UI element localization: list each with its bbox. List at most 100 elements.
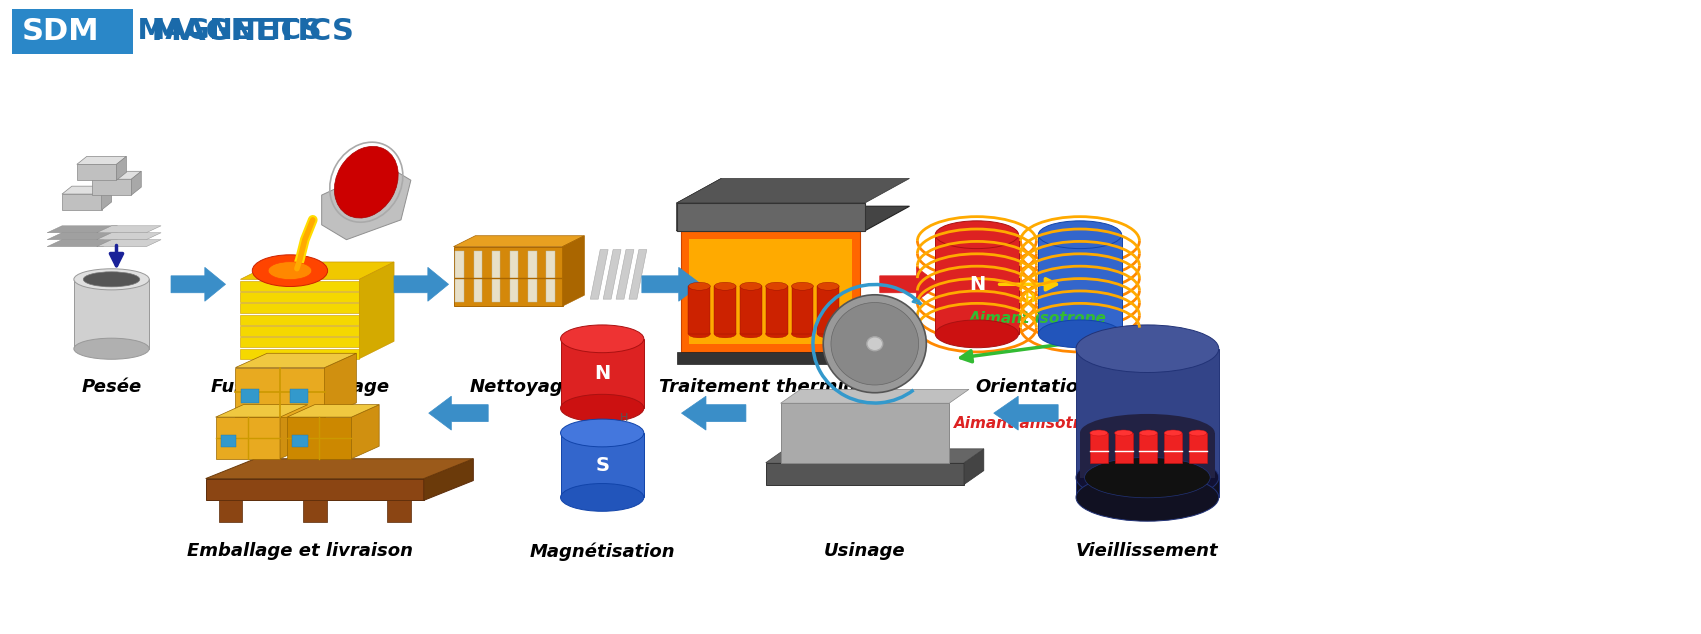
Polygon shape bbox=[561, 339, 643, 408]
Ellipse shape bbox=[1085, 457, 1209, 498]
Polygon shape bbox=[424, 459, 473, 500]
Bar bbox=[791, 287, 813, 334]
Text: Aimant isotrope: Aimant isotrope bbox=[970, 311, 1107, 326]
Polygon shape bbox=[216, 404, 308, 417]
Polygon shape bbox=[1080, 433, 1215, 477]
Ellipse shape bbox=[868, 337, 883, 351]
Ellipse shape bbox=[714, 330, 737, 338]
Ellipse shape bbox=[791, 330, 813, 338]
Polygon shape bbox=[216, 417, 281, 459]
FancyArrow shape bbox=[641, 268, 701, 301]
Ellipse shape bbox=[689, 282, 711, 290]
Bar bbox=[546, 250, 555, 302]
Polygon shape bbox=[97, 226, 162, 233]
Text: SDM: SDM bbox=[19, 16, 90, 44]
Text: SDM: SDM bbox=[22, 17, 99, 46]
Bar bbox=[765, 287, 788, 334]
Bar bbox=[12, 9, 133, 55]
Text: Magnétisation: Magnétisation bbox=[529, 542, 675, 560]
FancyArrow shape bbox=[879, 268, 939, 301]
Bar bbox=[714, 287, 737, 334]
Bar bbox=[1090, 433, 1107, 463]
Polygon shape bbox=[92, 171, 141, 179]
Bar bbox=[1114, 433, 1133, 463]
Polygon shape bbox=[677, 179, 910, 203]
Bar bbox=[689, 287, 711, 334]
Text: Nettoyage: Nettoyage bbox=[469, 378, 577, 396]
Text: Fusion et coulage: Fusion et coulage bbox=[211, 378, 390, 396]
Ellipse shape bbox=[1077, 325, 1218, 373]
Text: Vieillissement: Vieillissement bbox=[1077, 542, 1218, 560]
Polygon shape bbox=[781, 403, 949, 463]
Text: H: H bbox=[1026, 292, 1036, 305]
Polygon shape bbox=[321, 165, 412, 240]
Text: N: N bbox=[594, 364, 611, 383]
Polygon shape bbox=[206, 459, 473, 479]
Polygon shape bbox=[677, 203, 864, 231]
Polygon shape bbox=[48, 233, 117, 240]
Text: Traitement thermique: Traitement thermique bbox=[660, 378, 881, 396]
Bar bbox=[289, 389, 308, 403]
Polygon shape bbox=[92, 179, 131, 195]
Text: MAGNETICS: MAGNETICS bbox=[141, 17, 354, 46]
Polygon shape bbox=[287, 404, 379, 417]
Text: MAGNETICS: MAGNETICS bbox=[128, 16, 321, 44]
Bar bbox=[1140, 433, 1157, 463]
Ellipse shape bbox=[561, 394, 643, 422]
Polygon shape bbox=[563, 236, 585, 306]
Ellipse shape bbox=[1038, 320, 1121, 347]
Polygon shape bbox=[590, 250, 609, 299]
FancyArrow shape bbox=[682, 396, 747, 430]
Ellipse shape bbox=[765, 282, 788, 290]
Bar bbox=[587, 405, 617, 425]
Text: Aimant anisotrope: Aimant anisotrope bbox=[954, 416, 1112, 431]
Ellipse shape bbox=[1080, 414, 1215, 452]
Polygon shape bbox=[561, 433, 643, 498]
Ellipse shape bbox=[1077, 474, 1218, 521]
Ellipse shape bbox=[1077, 454, 1218, 501]
FancyArrow shape bbox=[429, 396, 488, 430]
Bar bbox=[221, 435, 236, 447]
Ellipse shape bbox=[832, 302, 919, 385]
Ellipse shape bbox=[1140, 430, 1157, 436]
FancyArrow shape bbox=[395, 268, 449, 301]
Ellipse shape bbox=[1038, 221, 1121, 249]
Bar bbox=[242, 389, 259, 403]
Polygon shape bbox=[287, 417, 352, 459]
Polygon shape bbox=[781, 389, 970, 403]
Polygon shape bbox=[240, 262, 395, 280]
Polygon shape bbox=[388, 500, 412, 522]
Polygon shape bbox=[689, 238, 852, 344]
Ellipse shape bbox=[252, 255, 328, 287]
Polygon shape bbox=[604, 250, 621, 299]
Polygon shape bbox=[616, 250, 634, 299]
Bar bbox=[529, 250, 536, 302]
Polygon shape bbox=[677, 206, 910, 231]
Ellipse shape bbox=[73, 338, 150, 359]
Polygon shape bbox=[61, 194, 102, 210]
Polygon shape bbox=[765, 463, 964, 484]
Text: H: H bbox=[621, 413, 628, 423]
Polygon shape bbox=[77, 164, 116, 180]
Polygon shape bbox=[73, 280, 150, 349]
Polygon shape bbox=[240, 314, 359, 325]
Bar bbox=[1189, 433, 1206, 463]
Polygon shape bbox=[48, 240, 117, 247]
Ellipse shape bbox=[1090, 430, 1107, 436]
Ellipse shape bbox=[816, 282, 839, 290]
Ellipse shape bbox=[1163, 430, 1182, 436]
Ellipse shape bbox=[689, 330, 711, 338]
Polygon shape bbox=[97, 240, 162, 247]
Ellipse shape bbox=[740, 282, 762, 290]
Polygon shape bbox=[240, 349, 359, 359]
Polygon shape bbox=[936, 235, 1019, 334]
Polygon shape bbox=[240, 281, 359, 290]
Ellipse shape bbox=[83, 272, 139, 287]
Polygon shape bbox=[102, 186, 112, 210]
Bar bbox=[740, 287, 762, 334]
Bar bbox=[456, 250, 464, 302]
Polygon shape bbox=[61, 186, 112, 194]
Polygon shape bbox=[116, 157, 126, 180]
Ellipse shape bbox=[936, 221, 1019, 249]
Ellipse shape bbox=[1189, 430, 1206, 436]
